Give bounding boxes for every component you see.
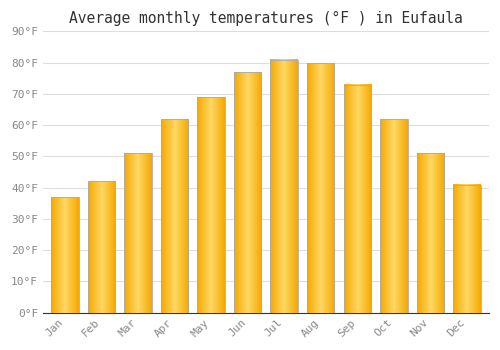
Title: Average monthly temperatures (°F ) in Eufaula: Average monthly temperatures (°F ) in Eu… (69, 11, 463, 26)
